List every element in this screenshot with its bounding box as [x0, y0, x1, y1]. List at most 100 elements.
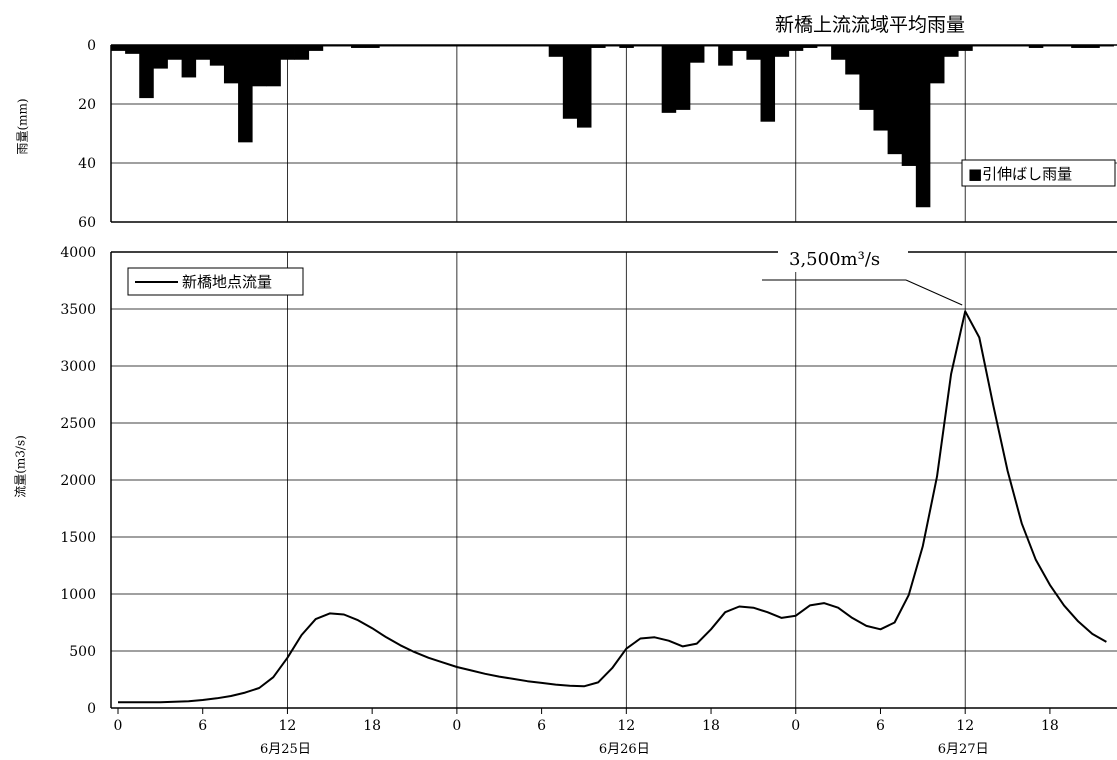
rain-bar [633, 45, 648, 47]
date-label: 6月25日 [260, 742, 311, 757]
x-tick-label: 18 [702, 718, 720, 734]
rain-bar [167, 45, 182, 60]
rain-bar [478, 45, 493, 47]
rain-bar [238, 45, 253, 143]
rain-bar [280, 45, 295, 60]
flow-y-tick-label: 0 [87, 701, 96, 717]
rain-bar [591, 45, 606, 48]
rain-bar [675, 45, 691, 110]
flow-y-tick-label: 1500 [60, 530, 96, 546]
rain-bar [647, 45, 663, 47]
rain-bar [336, 45, 352, 47]
rain-bar [774, 45, 790, 57]
rain-y-tick-label: 20 [78, 97, 96, 113]
rain-bar [209, 45, 225, 66]
rain-bar [661, 45, 677, 113]
flow-y-tick-label: 3000 [60, 359, 96, 375]
rain-bar [915, 45, 931, 208]
rain-bar [153, 45, 168, 69]
rain-bar [619, 45, 634, 48]
rain-bar [252, 45, 267, 87]
rain-bar [901, 45, 917, 166]
rain-bar [760, 45, 776, 122]
x-tick-label: 0 [452, 718, 461, 734]
x-tick-label: 6 [198, 718, 207, 734]
flow-series-line [118, 310, 1107, 704]
rain-y-tick-label: 0 [87, 38, 96, 54]
rain-bar [605, 45, 620, 47]
rain-bar [365, 45, 380, 48]
rain-bar [1057, 45, 1072, 47]
flow-y-tick-label: 3500 [60, 302, 96, 318]
rain-bar [379, 45, 394, 47]
rain-bar [831, 45, 846, 60]
rain-bar [1042, 45, 1058, 47]
rain-bar [1014, 45, 1030, 47]
rain-bar [223, 45, 239, 84]
flow-y-tick-label: 2500 [60, 416, 96, 432]
rain-bar [859, 45, 874, 110]
rain-bar [294, 45, 310, 60]
x-axis-labels: 0 6 12 18 0 6 12 18 0 6 12 18 6月25日 6月26日 6月27日 [114, 718, 1059, 757]
x-tick-label: 0 [114, 718, 123, 734]
rain-y-tick-label: 60 [78, 215, 96, 231]
rain-bar [817, 45, 832, 47]
peak-label-bg [778, 242, 908, 272]
rain-bar [576, 45, 592, 128]
rain-bar [195, 45, 211, 60]
rain-bar [506, 45, 521, 47]
flow-y-tick-label: 2000 [60, 473, 96, 489]
flow-y-tick-label: 1000 [60, 587, 96, 603]
rain-bar [351, 45, 366, 48]
date-label: 6月26日 [599, 742, 650, 757]
rain-bar [181, 45, 197, 78]
peak-annotation-label: 3,500m³/s [789, 249, 880, 270]
rain-bar [746, 45, 761, 60]
rain-bar [421, 45, 437, 47]
rain-bar [562, 45, 578, 119]
rain-bar [944, 45, 959, 57]
rain-bar [929, 45, 945, 84]
rain-plot-area: 0 20 40 60 ■引伸ばし雨量 [78, 38, 1117, 231]
rain-y-tick-label: 40 [78, 156, 96, 172]
x-tick-label: 12 [956, 718, 974, 734]
rain-bar [887, 45, 903, 155]
rain-bar [1099, 45, 1114, 47]
flow-plot-area: 0 500 1000 1500 2000 2500 3000 3500 4000 新橋地点流量 3,… [60, 242, 1117, 717]
rain-bar [464, 45, 479, 47]
rain-bar [986, 45, 1001, 47]
rain-bar [139, 45, 154, 99]
rain-bar [704, 45, 719, 47]
rain-bar [689, 45, 705, 63]
rain-bar [873, 45, 888, 131]
rain-bar [407, 45, 423, 47]
flow-y-tick-label: 4000 [60, 245, 96, 261]
x-tick-label: 0 [791, 718, 800, 734]
rain-bar [534, 45, 550, 47]
x-tick-label: 6 [537, 718, 546, 734]
rain-bar [492, 45, 507, 47]
flow-y-tick-label: 500 [69, 644, 96, 660]
rain-bar [548, 45, 564, 57]
rain-bar [111, 45, 126, 51]
x-tick-label: 18 [363, 718, 381, 734]
rain-bar [802, 45, 818, 48]
rain-bar [1071, 45, 1086, 48]
rain-bar [125, 45, 140, 54]
rain-legend-label: ■引伸ばし雨量 [968, 165, 1072, 183]
x-tick-label: 12 [279, 718, 297, 734]
rain-bar [1028, 45, 1044, 48]
rain-legend-box [961, 159, 1116, 187]
rain-bar [788, 45, 804, 51]
rain-bar [1085, 45, 1100, 48]
rain-bar [520, 45, 535, 47]
x-tick-label: 12 [617, 718, 635, 734]
x-tick-label: 18 [1041, 718, 1059, 734]
rain-bar [718, 45, 733, 66]
date-label: 6月27日 [938, 742, 989, 757]
rain-bar [958, 45, 973, 51]
rain-bar [308, 45, 324, 51]
rain-chart-title: 新橋上流流域平均雨量 [775, 14, 966, 36]
rain-bar [845, 45, 860, 75]
